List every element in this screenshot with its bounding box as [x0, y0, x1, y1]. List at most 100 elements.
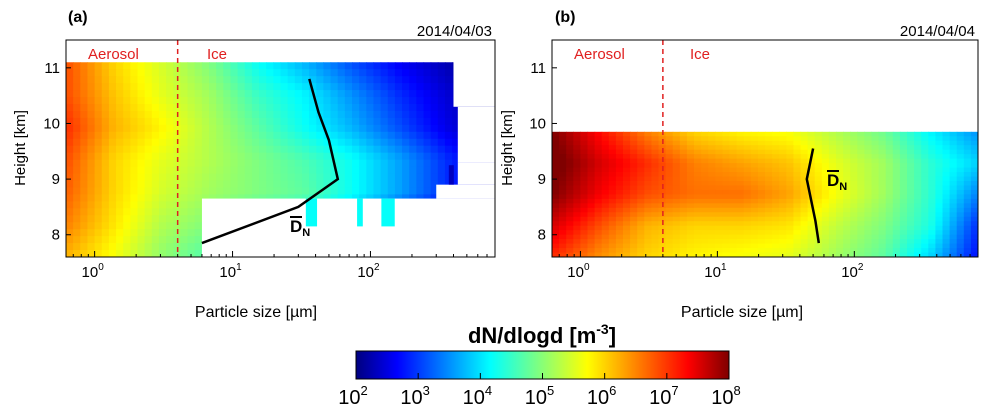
- heatmap-cell: [251, 69, 260, 77]
- heatmap-cell: [380, 90, 389, 98]
- heatmap-cell: [765, 239, 773, 245]
- heatmap-cell: [715, 225, 723, 231]
- heatmap-cell: [949, 198, 958, 204]
- heatmap-cell: [237, 152, 246, 161]
- heatmap-cell: [942, 180, 951, 187]
- heatmap-cell: [623, 180, 631, 187]
- heatmap-cell: [330, 76, 339, 84]
- heatmap-cell: [750, 131, 759, 137]
- heatmap-cell: [899, 154, 908, 160]
- heatmap-cell: [814, 252, 823, 257]
- heatmap-cell: [230, 62, 239, 70]
- heatmap-cell: [437, 90, 446, 98]
- heatmap-cell: [166, 131, 174, 140]
- heatmap-cell: [87, 222, 96, 230]
- heatmap-cell: [223, 76, 232, 84]
- heatmap-cell: [885, 230, 894, 236]
- heatmap-cell: [658, 252, 667, 257]
- heatmap-cell: [280, 152, 289, 161]
- heatmap-cell: [729, 230, 738, 236]
- heatmap-cell: [949, 131, 958, 137]
- heatmap-cell: [287, 117, 296, 126]
- heatmap-cell: [644, 216, 652, 222]
- heatmap-cell: [380, 187, 389, 196]
- heatmap-cell: [402, 194, 410, 202]
- heatmap-cell: [658, 234, 667, 240]
- heatmap-cell: [130, 103, 139, 112]
- heatmap-cell: [878, 131, 887, 137]
- heatmap-cell: [287, 145, 296, 154]
- heatmap-cell: [194, 159, 203, 168]
- heatmap-cell: [644, 140, 652, 146]
- heatmap-cell: [644, 243, 652, 249]
- heatmap-cell: [765, 225, 773, 231]
- heatmap-cell: [630, 221, 638, 227]
- heatmap-cell: [87, 124, 96, 133]
- heatmap-cell: [757, 158, 766, 164]
- heatmap-cell: [73, 138, 81, 147]
- heatmap-cell: [237, 187, 246, 196]
- heatmap-cell: [216, 103, 224, 112]
- heatmap-cell: [280, 76, 289, 84]
- heatmap-cell: [430, 62, 439, 70]
- heatmap-cell: [800, 243, 809, 249]
- heatmap-cell: [679, 163, 688, 169]
- heatmap-cell: [237, 131, 246, 140]
- heatmap-cell: [580, 216, 589, 222]
- colorbar-ticks: 102 103 104 105 106 107 108: [338, 373, 741, 409]
- heatmap-cell: [287, 180, 296, 189]
- heatmap-cell: [637, 167, 645, 173]
- heatmap-cell: [772, 216, 780, 222]
- heatmap-cell: [694, 225, 702, 231]
- heatmap-cell: [679, 145, 688, 151]
- heatmap-cell: [899, 225, 908, 231]
- heatmap-cell: [108, 194, 117, 202]
- heatmap-cell: [80, 62, 89, 70]
- heatmap-cell: [430, 166, 439, 175]
- heatmap-cell: [180, 201, 189, 209]
- heatmap-cell: [665, 140, 674, 146]
- heatmap-cell: [123, 243, 131, 251]
- heatmap-cell: [722, 154, 731, 160]
- heatmap-cell: [608, 136, 617, 142]
- heatmap-cell: [80, 103, 89, 112]
- heatmap-cell: [587, 180, 596, 187]
- heatmap-cell: [230, 145, 239, 154]
- heatmap-cell: [444, 76, 453, 84]
- heatmap-cell: [259, 76, 267, 84]
- heatmap-cell: [623, 198, 631, 204]
- heatmap-cell: [316, 138, 324, 147]
- heatmap-cell: [380, 145, 389, 154]
- heatmap-cell: [137, 159, 146, 168]
- heatmap-cell: [430, 117, 439, 126]
- heatmap-cell: [935, 239, 944, 245]
- heatmap-cell: [601, 216, 610, 222]
- heatmap-cell: [836, 180, 844, 187]
- heatmap-cell: [672, 136, 681, 142]
- heatmap-cell: [800, 180, 809, 187]
- heatmap-cell: [921, 239, 929, 245]
- heatmap-cell: [800, 163, 809, 169]
- heatmap-cell: [244, 173, 253, 182]
- heatmap-cell: [287, 69, 296, 77]
- heatmap-cell: [216, 180, 224, 189]
- heatmap-cell: [87, 166, 96, 175]
- heatmap-cell: [444, 103, 453, 112]
- heatmap-cell: [814, 203, 823, 209]
- heatmap-cell: [437, 138, 446, 147]
- heatmap-cell: [158, 97, 167, 105]
- heatmap-cell: [223, 138, 232, 147]
- heatmap-cell: [216, 83, 224, 91]
- heatmap-cell: [437, 97, 446, 105]
- heatmap-cell: [736, 158, 745, 164]
- heatmap-cell: [786, 203, 794, 209]
- heatmap-cell: [644, 207, 652, 213]
- heatmap-cell: [722, 198, 731, 204]
- heatmap-cell: [793, 154, 802, 160]
- heatmap-cell: [956, 243, 965, 249]
- heatmap-cell: [672, 216, 681, 222]
- heatmap-cell: [166, 243, 174, 251]
- heatmap-cell: [814, 185, 823, 191]
- heatmap-cell: [686, 212, 695, 218]
- heatmap-cell: [237, 124, 246, 133]
